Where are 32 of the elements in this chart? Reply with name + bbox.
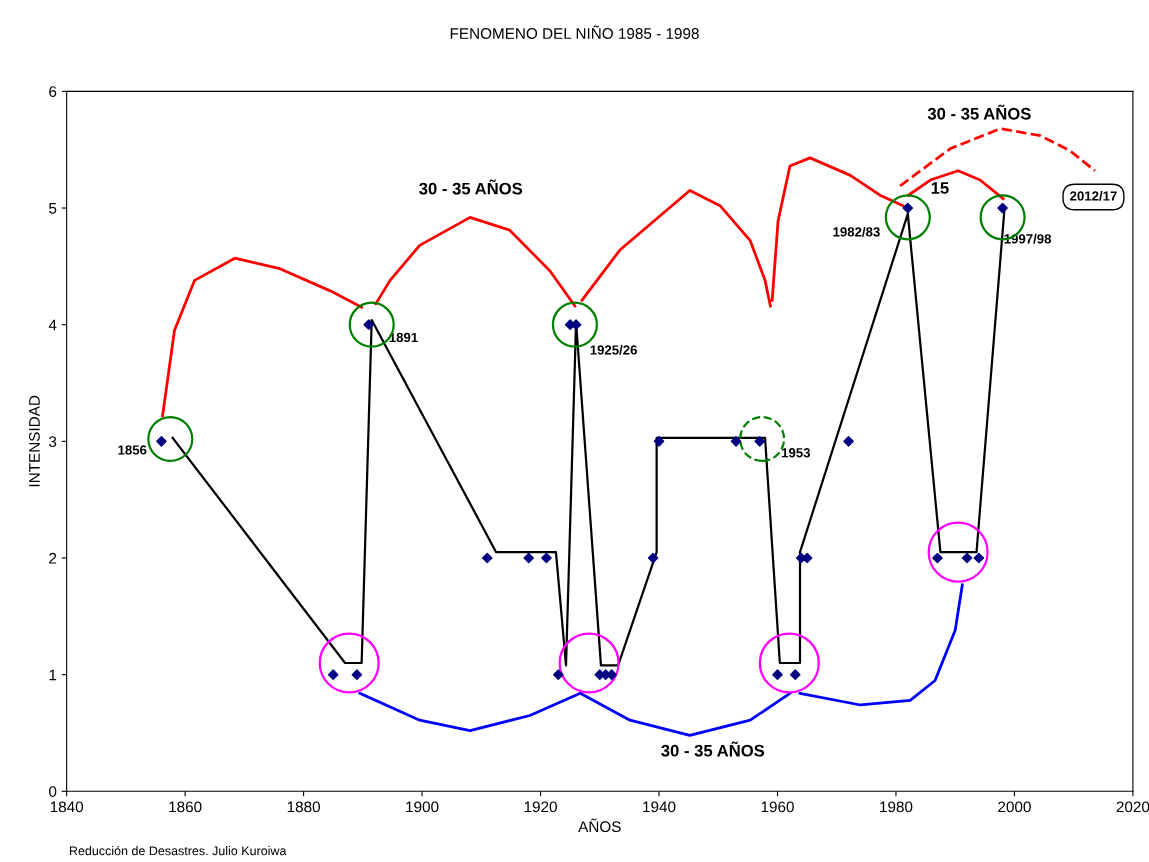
x-tick-label: 1880	[287, 801, 320, 813]
y-tick-label: 6	[49, 86, 57, 98]
y-tick-label: 3	[49, 436, 57, 448]
y-tick-label: 4	[48, 319, 57, 331]
annotation: 30 - 35 AÑOS	[419, 179, 523, 195]
y-tick-label: 0	[49, 786, 57, 797]
x-axis-title: AÑOS	[578, 818, 621, 833]
annotation: 30 - 35 AÑOS	[661, 741, 765, 757]
annotation: 30 - 35 AÑOS	[927, 104, 1031, 120]
y-axis-title: INTENSIDAD	[29, 395, 40, 487]
x-tick-label: 1900	[406, 801, 439, 813]
text: Reducción de Desastres. Julio Kuroiwa	[69, 845, 287, 856]
chart-title: FENOMENO DEL NIÑO 1985 - 1998	[450, 25, 699, 39]
y-tick-label: 5	[49, 203, 57, 214]
x-tick-label: 2020	[1116, 801, 1149, 813]
annotation: 1953	[781, 448, 811, 458]
x-tick-label: 1840	[50, 801, 84, 813]
y-tick-label: 1	[49, 669, 57, 681]
annotation: 1856	[118, 445, 147, 455]
x-tick-label: 1960	[761, 801, 794, 813]
x-tick-label: 1860	[169, 801, 202, 813]
x-tick-label: 1940	[643, 801, 676, 813]
annotation: 15	[931, 182, 949, 194]
annotation: 1925/26	[590, 344, 637, 355]
x-tick-label: 1920	[524, 801, 557, 813]
annotation: 2012/17	[1070, 190, 1117, 201]
x-tick-label: 2000	[998, 801, 1031, 813]
annotation: 1891	[389, 332, 418, 343]
y-tick-label: 2	[49, 552, 57, 564]
annotation: 1982/83	[833, 226, 880, 237]
annotation: 1997/98	[1004, 233, 1052, 244]
x-tick-label: 1980	[880, 801, 913, 813]
